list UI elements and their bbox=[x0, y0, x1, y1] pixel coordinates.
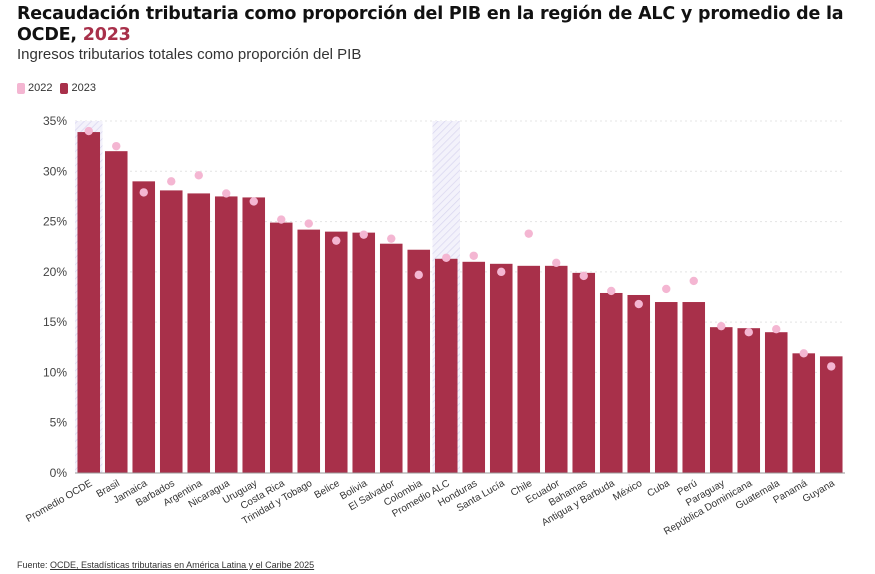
bars-2023 bbox=[77, 132, 843, 474]
bar-santa-lucia[interactable] bbox=[489, 263, 513, 473]
dot-2022-el-salvador[interactable] bbox=[387, 234, 396, 243]
bar-promedio-alc[interactable] bbox=[434, 258, 458, 473]
legend-swatch-2022 bbox=[17, 82, 25, 94]
chart-title-text: Recaudación tributaria como proporción d… bbox=[17, 4, 844, 45]
dot-2022-panama[interactable] bbox=[799, 349, 808, 358]
bar-uruguay[interactable] bbox=[242, 197, 266, 474]
dots-2022 bbox=[84, 126, 836, 371]
bar-bahamas[interactable] bbox=[572, 272, 596, 473]
bar-paraguay[interactable] bbox=[709, 327, 733, 473]
y-tick-label: 5% bbox=[50, 416, 68, 430]
bar-antigua-y-barbuda[interactable] bbox=[599, 292, 623, 473]
dot-2022-honduras[interactable] bbox=[469, 251, 478, 260]
dot-2022-cuba[interactable] bbox=[662, 284, 671, 294]
dot-2022-costa-rica[interactable] bbox=[277, 215, 286, 224]
source-prefix: Fuente: bbox=[17, 560, 51, 570]
bar-jamaica[interactable] bbox=[132, 181, 156, 474]
bar-nicaragua[interactable] bbox=[214, 196, 238, 473]
bar-colombia[interactable] bbox=[407, 249, 431, 473]
x-tick-label: Guyana bbox=[801, 478, 837, 505]
x-tick-label: Belice bbox=[313, 478, 342, 501]
dot-2022-guyana[interactable] bbox=[827, 362, 836, 371]
legend-item-2023[interactable]: 2023 bbox=[60, 82, 96, 94]
y-tick-label: 15% bbox=[43, 315, 67, 329]
dot-2022-belice[interactable] bbox=[332, 236, 341, 245]
dot-2022-santa-lucia[interactable] bbox=[497, 267, 506, 277]
bar-peru[interactable] bbox=[682, 302, 706, 473]
y-tick-label: 25% bbox=[43, 215, 67, 229]
x-tick-label: Cuba bbox=[646, 478, 673, 500]
bar-chart: 0%5%10%15%20%25%30%35%Promedio OCDE Brasi… bbox=[24, 114, 845, 538]
x-tick-label: Promedio OCDE bbox=[24, 478, 94, 525]
bar-bolivia[interactable] bbox=[352, 232, 376, 473]
y-tick-label: 0% bbox=[50, 466, 68, 480]
chart-title-year: 2023 bbox=[82, 25, 131, 45]
dot-2022-colombia[interactable] bbox=[414, 270, 423, 280]
bar-guatemala[interactable] bbox=[764, 332, 788, 473]
bar-panama[interactable] bbox=[792, 353, 816, 473]
dot-2022-nicaragua[interactable] bbox=[222, 189, 231, 198]
dot-2022-guatemala[interactable] bbox=[772, 324, 781, 334]
bar-brasil[interactable] bbox=[104, 151, 128, 473]
legend-label-2023: 2023 bbox=[71, 82, 96, 94]
chart-title: Recaudación tributaria como proporción d… bbox=[17, 4, 867, 46]
dot-2022-argentina[interactable] bbox=[194, 171, 203, 180]
dot-2022-peru[interactable] bbox=[689, 276, 698, 286]
dot-2022-promedio-alc[interactable] bbox=[442, 253, 451, 262]
source-note: Fuente: OCDE, Estadísticas tributarias e… bbox=[17, 560, 314, 570]
dot-2022-brasil[interactable] bbox=[112, 141, 121, 151]
bar-republica-dominicana[interactable] bbox=[737, 328, 761, 473]
dot-2022-uruguay[interactable] bbox=[249, 197, 258, 206]
dot-2022-paraguay[interactable] bbox=[717, 321, 726, 331]
bar-mexico[interactable] bbox=[627, 294, 651, 473]
bar-chile[interactable] bbox=[517, 265, 541, 473]
legend-label-2022: 2022 bbox=[28, 82, 53, 94]
dot-2022-bahamas[interactable] bbox=[579, 271, 588, 281]
bar-guyana[interactable] bbox=[819, 356, 843, 473]
bar-argentina[interactable] bbox=[187, 193, 211, 473]
legend-item-2022[interactable]: 2022 bbox=[17, 82, 52, 94]
dot-2022-bolivia[interactable] bbox=[359, 230, 368, 239]
legend: 2022 2023 bbox=[17, 82, 104, 94]
dot-2022-antigua-y-barbuda[interactable] bbox=[607, 286, 616, 296]
dot-2022-chile[interactable] bbox=[524, 229, 533, 238]
bar-belice[interactable] bbox=[324, 231, 348, 473]
bar-el-salvador[interactable] bbox=[379, 243, 403, 473]
y-tick-label: 20% bbox=[43, 265, 67, 279]
y-tick-label: 35% bbox=[43, 114, 67, 128]
dot-2022-ecuador[interactable] bbox=[552, 258, 561, 268]
y-tick-label: 30% bbox=[43, 164, 67, 178]
source-link[interactable]: OCDE, Estadísticas tributarias en Améric… bbox=[50, 560, 315, 570]
bar-cuba[interactable] bbox=[654, 302, 678, 473]
bar-trinidad-y-tobago[interactable] bbox=[297, 229, 321, 473]
dot-2022-trinidad-y-tobago[interactable] bbox=[304, 219, 313, 228]
bar-promedio-ocde[interactable] bbox=[77, 132, 101, 473]
chart-subtitle: Ingresos tributarios totales como propor… bbox=[17, 46, 362, 63]
dot-2022-mexico[interactable] bbox=[634, 299, 643, 309]
y-tick-label: 10% bbox=[43, 365, 67, 379]
dot-2022-barbados[interactable] bbox=[167, 177, 176, 186]
bar-ecuador[interactable] bbox=[544, 265, 568, 473]
x-tick-label: México bbox=[611, 478, 644, 504]
legend-swatch-2023 bbox=[60, 82, 69, 94]
bar-honduras[interactable] bbox=[462, 261, 486, 473]
bar-barbados[interactable] bbox=[159, 190, 183, 473]
dot-2022-republica-dominicana[interactable] bbox=[744, 328, 753, 337]
dot-2022-promedio-ocde[interactable] bbox=[84, 126, 93, 136]
dot-2022-jamaica[interactable] bbox=[139, 188, 148, 197]
bar-costa-rica[interactable] bbox=[269, 222, 293, 473]
